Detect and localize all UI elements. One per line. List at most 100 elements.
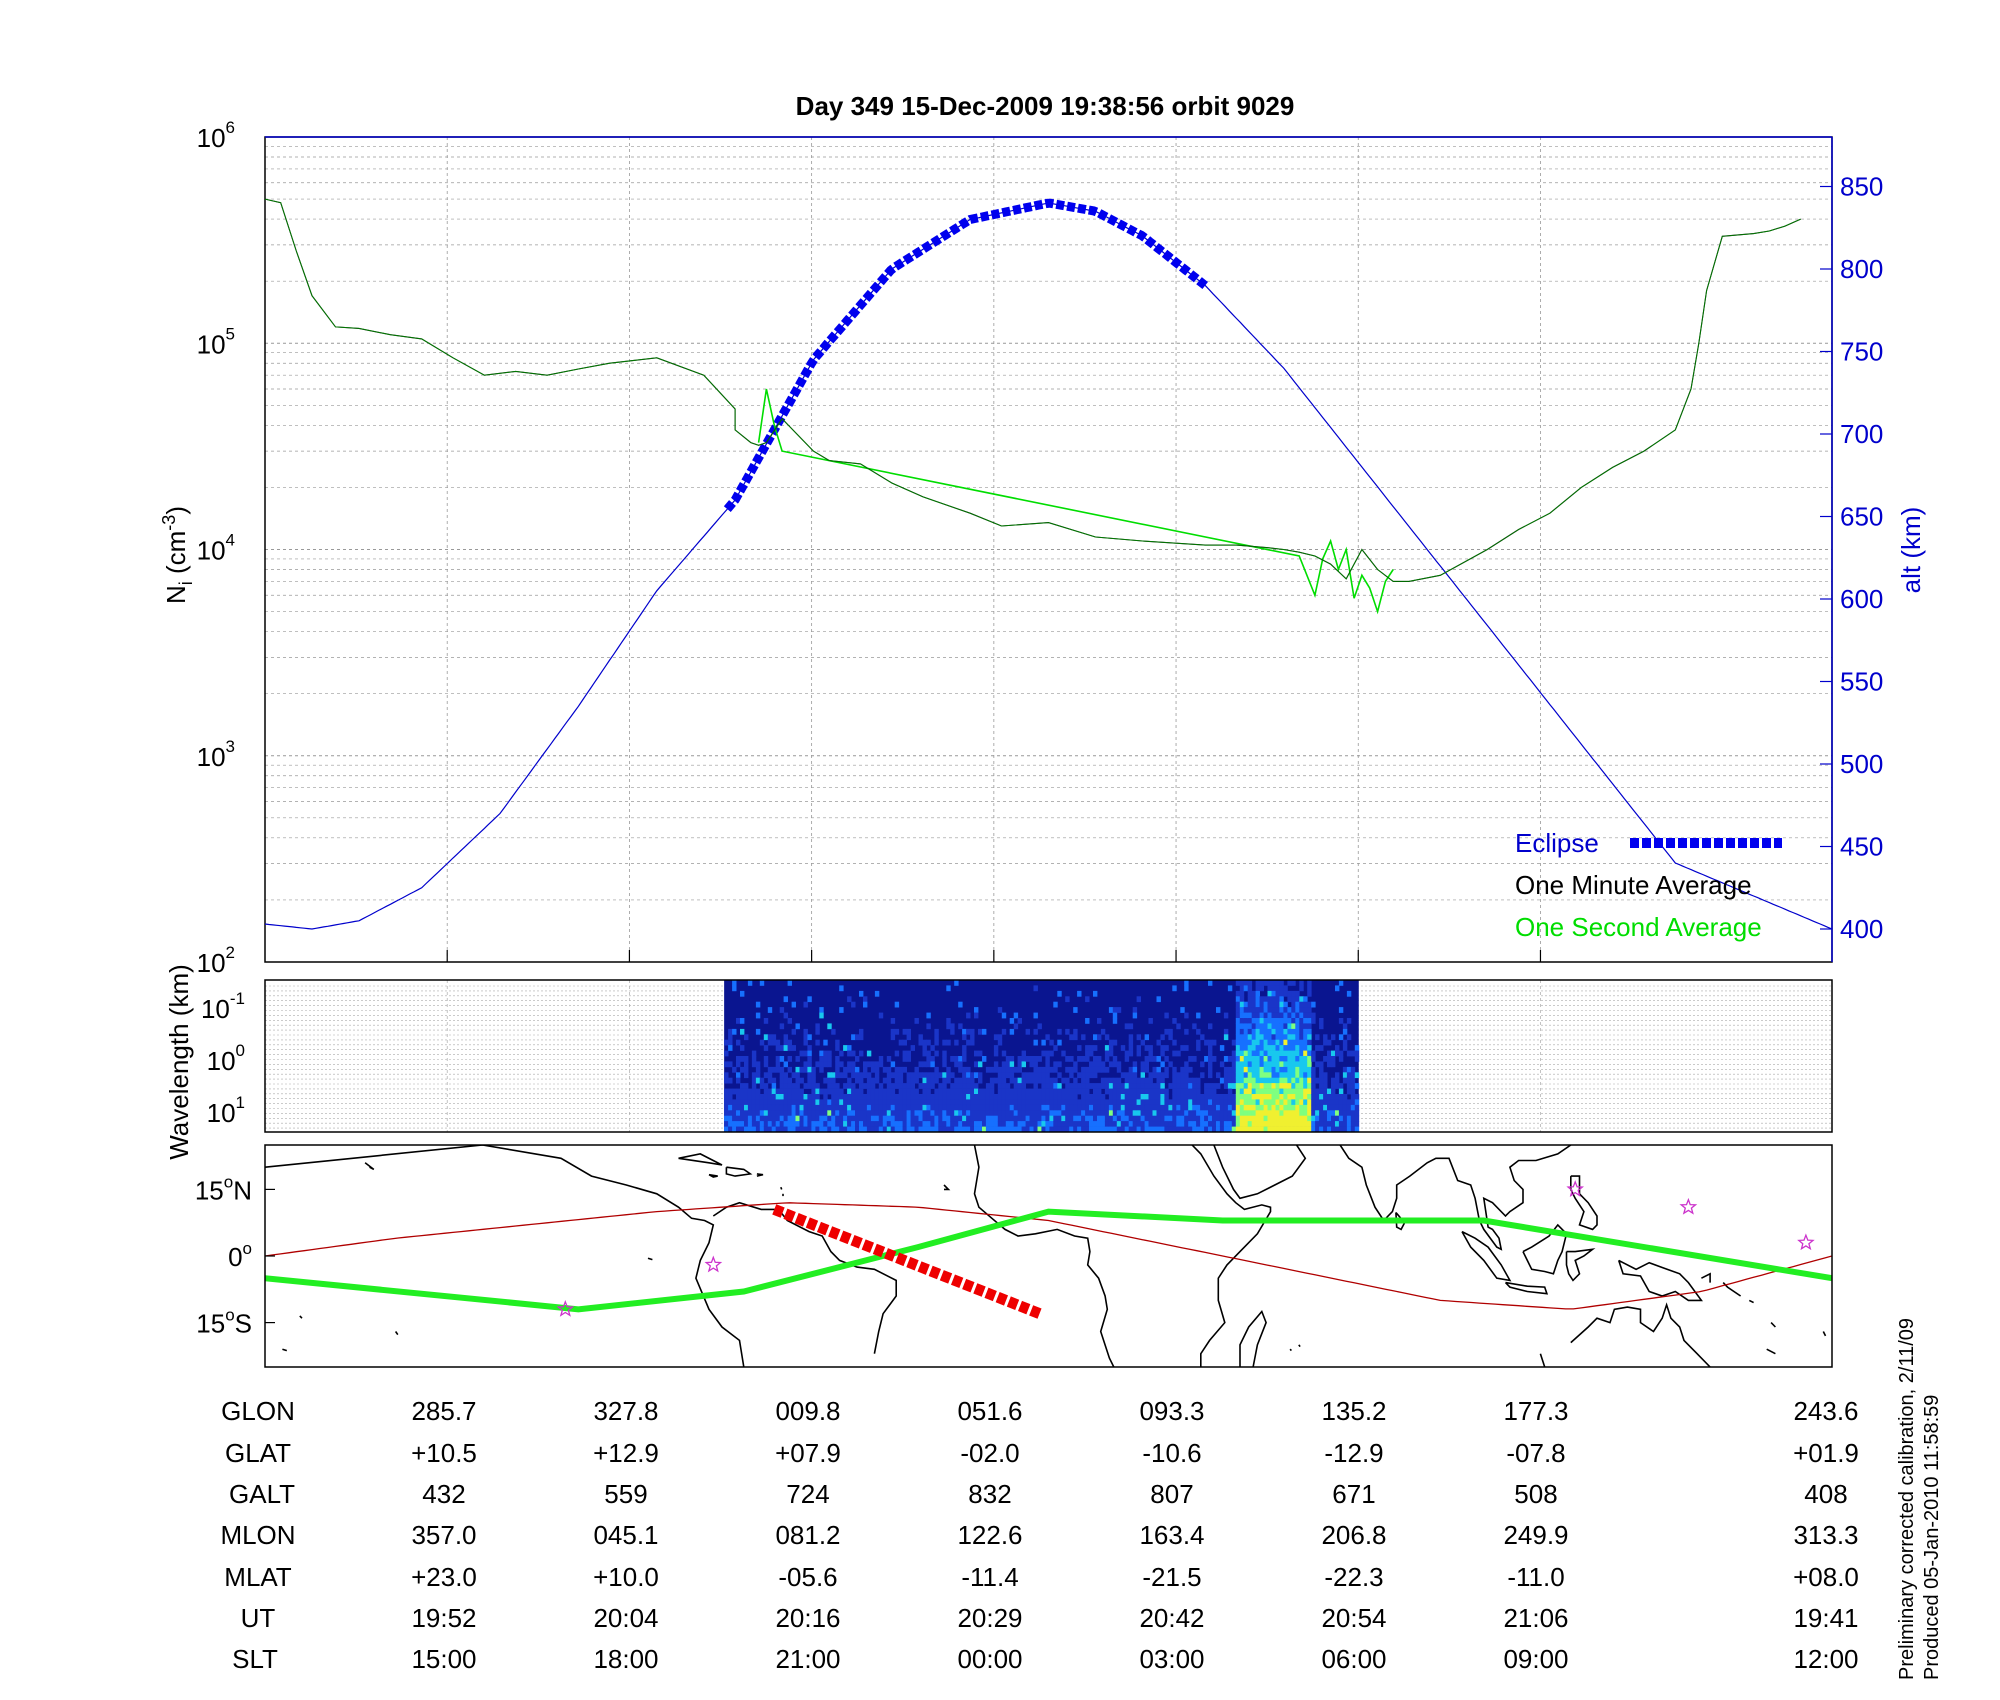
spec-cell xyxy=(1112,1104,1118,1111)
coastline-segment xyxy=(1461,1230,1512,1282)
spec-cell xyxy=(803,1121,808,1127)
spec-cell xyxy=(724,1121,729,1127)
spec-cell xyxy=(1081,1066,1086,1073)
spec-cell xyxy=(1311,1001,1316,1008)
spec-cell xyxy=(1140,1115,1145,1122)
spec-cell xyxy=(1247,1039,1253,1046)
spec-cell xyxy=(1251,1066,1257,1073)
spec-cell xyxy=(1152,1083,1157,1089)
spec-cell xyxy=(755,1077,761,1084)
spec-cell xyxy=(1223,1072,1229,1079)
spec-cell xyxy=(1120,1115,1126,1122)
spec-cell xyxy=(866,1050,872,1057)
spec-cell xyxy=(1132,1104,1138,1111)
spec-cell xyxy=(1342,1099,1348,1106)
spectrogram-y-label: Wavelength (km) xyxy=(164,964,194,1160)
spec-cell xyxy=(1093,1066,1098,1073)
spec-cell xyxy=(775,1099,781,1106)
spec-cell xyxy=(1255,996,1260,1003)
spec-cell xyxy=(985,1110,991,1117)
spec-cell xyxy=(906,1088,911,1095)
spec-cell xyxy=(1180,1045,1185,1051)
spec-cell xyxy=(1263,1066,1268,1073)
spec-cell xyxy=(1013,1104,1019,1111)
spec-cell xyxy=(1263,1088,1268,1095)
spec-cell xyxy=(1263,1012,1268,1019)
spec-cell xyxy=(819,1110,824,1117)
spec-cell xyxy=(1342,1126,1348,1132)
spec-cell xyxy=(1279,1056,1284,1062)
spec-cell xyxy=(870,1077,876,1084)
table-cell: 163.4 xyxy=(1139,1520,1204,1550)
spec-cell xyxy=(954,1039,959,1046)
spec-cell xyxy=(740,1104,745,1111)
spec-cell xyxy=(791,1121,796,1127)
spec-cell xyxy=(1247,1061,1253,1068)
spec-cell xyxy=(759,1115,765,1122)
spec-cell xyxy=(1033,1072,1038,1079)
spec-cell xyxy=(926,1072,931,1079)
spec-cell xyxy=(1005,1126,1011,1132)
spec-cell xyxy=(807,1066,812,1073)
spec-cell xyxy=(1061,1050,1066,1057)
spec-cell xyxy=(1144,1066,1149,1073)
spec-cell xyxy=(1053,1094,1058,1100)
spec-cell xyxy=(779,1126,785,1132)
spec-cell xyxy=(1160,1094,1165,1100)
spec-cell xyxy=(1315,1104,1320,1111)
spec-cell xyxy=(1132,1066,1138,1073)
spec-cell xyxy=(1136,1088,1141,1095)
spec-cell xyxy=(1247,1088,1253,1095)
spec-cell xyxy=(1160,1050,1165,1057)
spec-cell xyxy=(803,1083,808,1089)
spec-cell xyxy=(1184,1110,1189,1117)
spec-cell xyxy=(1291,1007,1296,1013)
spec-cell xyxy=(1259,1012,1264,1019)
spec-cell xyxy=(1335,1045,1340,1051)
spec-cell xyxy=(890,1121,896,1127)
spec-cell xyxy=(1338,1056,1344,1062)
spec-cell xyxy=(859,1110,864,1117)
spec-cell xyxy=(1073,1007,1078,1013)
spec-cell xyxy=(1180,1077,1185,1084)
spec-cell xyxy=(878,1094,884,1100)
spec-cell xyxy=(866,1094,872,1100)
spec-cell xyxy=(1335,1104,1340,1111)
spec-cell xyxy=(993,1110,999,1117)
spec-cell xyxy=(1275,980,1280,986)
spec-cell xyxy=(775,1094,781,1100)
spec-cell xyxy=(1295,1104,1300,1111)
spec-cell xyxy=(1029,1104,1034,1111)
spec-cell xyxy=(1073,1083,1078,1089)
spec-cell xyxy=(1033,1061,1038,1068)
spec-cell xyxy=(1251,996,1257,1003)
spec-cell xyxy=(1291,1115,1296,1122)
footnote-line1: Preliminary corrected calibration, 2/11/… xyxy=(1896,1318,1918,1680)
spec-cell xyxy=(1104,1045,1110,1051)
table-cell: 327.8 xyxy=(593,1396,658,1426)
spec-cell xyxy=(1200,1094,1205,1100)
spec-cell xyxy=(1263,1018,1268,1024)
spec-cell xyxy=(1239,1012,1245,1019)
spec-cell xyxy=(989,1110,995,1117)
spec-cell xyxy=(1045,1121,1050,1127)
spec-tick-label: 100 xyxy=(207,1041,245,1076)
spec-cell xyxy=(1267,1050,1272,1057)
spec-cell xyxy=(839,1110,844,1117)
spec-cell xyxy=(1160,1061,1165,1068)
spec-cell xyxy=(747,1094,753,1100)
spec-cell xyxy=(1172,1094,1177,1100)
coastline-segment xyxy=(756,1173,764,1177)
spec-cell xyxy=(803,1061,808,1068)
spec-cell xyxy=(1243,1039,1249,1046)
table-cell: +12.9 xyxy=(593,1438,659,1468)
spec-cell xyxy=(1033,1115,1038,1122)
spec-cell xyxy=(1338,1050,1344,1057)
spec-cell xyxy=(882,1077,888,1084)
spec-cell xyxy=(946,1072,951,1079)
coastline-segment xyxy=(1239,1309,1267,1367)
spec-cell xyxy=(1239,1050,1245,1057)
spec-cell xyxy=(783,1012,788,1019)
spec-cell xyxy=(1307,1034,1312,1041)
spec-cell xyxy=(890,1126,896,1132)
